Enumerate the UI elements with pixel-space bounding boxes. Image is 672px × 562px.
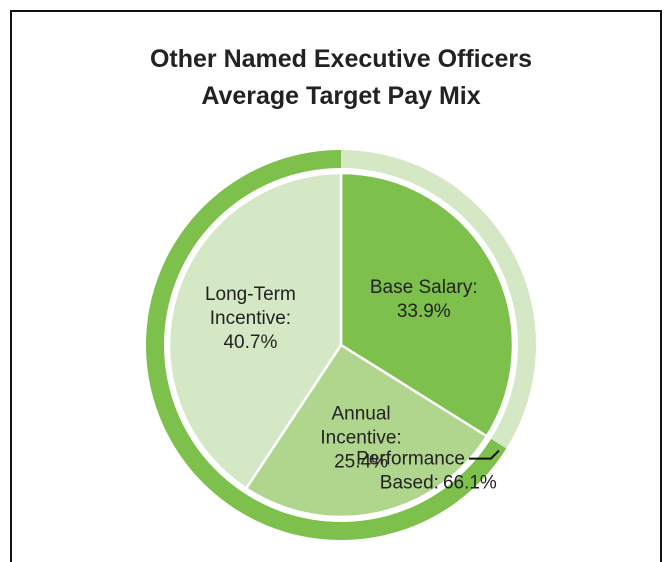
- pie-slice: [244, 343, 489, 519]
- slice-label: Base Salary:: [370, 277, 478, 298]
- ring-value-label: 66.1%: [443, 473, 497, 494]
- chart-title: Other Named Executive Officers: [150, 45, 532, 73]
- pie-slice: [167, 171, 343, 491]
- slice-value-label: 40.7%: [223, 332, 277, 353]
- slice-label: Long-Term Incentive:: [205, 284, 296, 329]
- ring-label: Performance Based:: [356, 449, 465, 494]
- frame: [10, 10, 662, 562]
- callout-line: [468, 449, 500, 460]
- chart-title: Average Target Pay Mix: [201, 82, 480, 110]
- pie-slice: [339, 171, 515, 438]
- slice-value-label: 33.9%: [397, 301, 451, 322]
- slice-value-label: 25.4%: [334, 451, 388, 472]
- ring-rest: [341, 150, 536, 449]
- slice-label: Annual Incentive:: [320, 403, 401, 448]
